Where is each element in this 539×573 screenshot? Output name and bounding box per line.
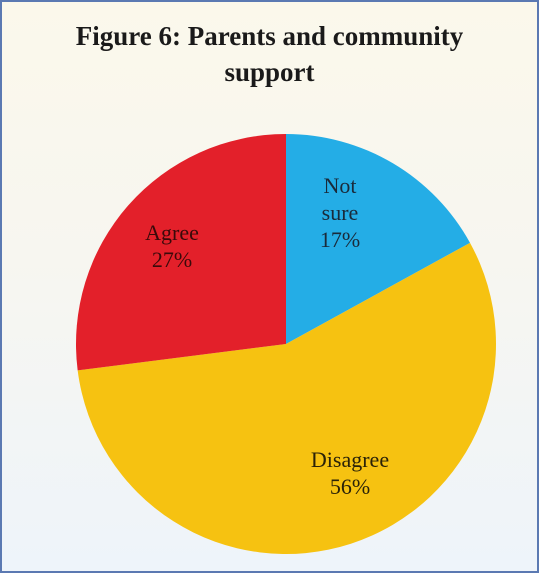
chart-title-line-2: support	[224, 57, 315, 87]
pie-label-disagree: Disagree 56%	[311, 447, 389, 499]
pie-slice-disagree	[77, 242, 496, 554]
pie-label-not-sure: Not sure 17%	[320, 173, 360, 252]
pie-slice-not-sure	[286, 134, 471, 344]
pie-slice-agree	[75, 134, 286, 371]
chart-title-line-1: Figure 6: Parents and community	[75, 21, 464, 51]
chart-title: Figure 6: Parents and community support	[32, 18, 507, 90]
pie-label-agree: Agree 27%	[145, 220, 199, 272]
